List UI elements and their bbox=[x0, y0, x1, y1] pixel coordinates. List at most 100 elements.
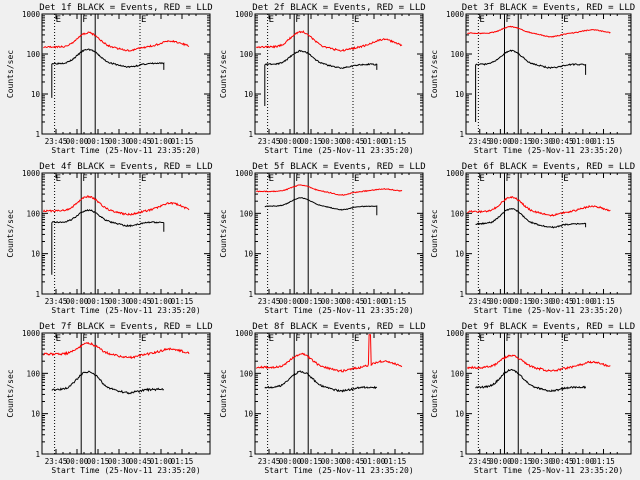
panel-title: Det 8f BLACK = Events, RED = LLD bbox=[252, 322, 425, 332]
x-tick-label: 00:45 bbox=[551, 457, 574, 466]
x-tick-label: 00:00 bbox=[66, 137, 89, 146]
event-marker-label: E bbox=[563, 334, 568, 344]
lld-series-line bbox=[43, 31, 190, 52]
y-tick-label: 1 bbox=[248, 130, 253, 139]
x-tick-label: 00:45 bbox=[342, 457, 365, 466]
y-axis-label: Counts/sec bbox=[219, 209, 228, 257]
event-marker-label: E bbox=[479, 15, 484, 25]
x-tick-label: 00:45 bbox=[342, 297, 365, 306]
y-axis-label: Counts/sec bbox=[6, 209, 15, 257]
panel-5: Det 5f BLACK = Events, RED = LLD 1 10 100 10… bbox=[219, 162, 426, 315]
y-tick-label: 1000 bbox=[446, 10, 465, 19]
panel-3: Det 3f BLACK = Events, RED = LLD 1 10 100 10… bbox=[430, 3, 635, 155]
y-tick-label: 100 bbox=[239, 369, 253, 378]
x-tick-label: 00:15 bbox=[300, 457, 323, 466]
x-tick-label: 01:15 bbox=[384, 297, 407, 306]
y-tick-label: 10 bbox=[31, 410, 41, 419]
panel-title: Det 5f BLACK = Events, RED = LLD bbox=[252, 162, 425, 172]
x-tick-label: 01:00 bbox=[363, 137, 386, 146]
x-tick-label: 23:45 bbox=[258, 457, 281, 466]
panel-title: Det 4f BLACK = Events, RED = LLD bbox=[39, 162, 212, 172]
events-series-line bbox=[51, 370, 165, 395]
plot-frame bbox=[41, 332, 211, 455]
x-tick-label: 23:45 bbox=[45, 137, 68, 146]
x-tick-label: 00:30 bbox=[530, 137, 553, 146]
lld-series-line bbox=[42, 195, 190, 216]
lld-series-line bbox=[43, 341, 190, 360]
x-tick-label: 00:15 bbox=[87, 457, 110, 466]
x-tick-label: 00:30 bbox=[530, 457, 553, 466]
event-marker-label: F bbox=[295, 174, 300, 184]
x-tick-label: 00:15 bbox=[300, 137, 323, 146]
event-marker-label: E bbox=[269, 15, 274, 25]
event-marker-label: F bbox=[506, 174, 511, 184]
event-marker-label: F bbox=[506, 334, 511, 344]
panel-7: Det 7f BLACK = Events, RED = LLD 1 10 100 10… bbox=[6, 322, 213, 475]
event-marker-label: F bbox=[295, 334, 300, 344]
y-tick-label: 100 bbox=[26, 50, 40, 59]
x-tick-label: 23:45 bbox=[258, 297, 281, 306]
y-tick-label: 1000 bbox=[22, 169, 41, 178]
event-marker-label: E bbox=[56, 174, 61, 184]
events-series-line bbox=[264, 197, 378, 216]
y-tick-label: 1 bbox=[459, 450, 464, 459]
panel-title: Det 3f BLACK = Events, RED = LLD bbox=[462, 3, 635, 13]
x-axis-label: Start Time (25-Nov-11 23:35:20) bbox=[264, 146, 413, 155]
plot-frame bbox=[254, 332, 424, 455]
panel-title: Det 7f BLACK = Events, RED = LLD bbox=[39, 322, 212, 332]
x-tick-label: 01:00 bbox=[150, 457, 173, 466]
y-tick-label: 100 bbox=[450, 50, 464, 59]
y-tick-label: 100 bbox=[26, 209, 40, 218]
event-marker-label: E bbox=[563, 15, 568, 25]
x-tick-label: 00:15 bbox=[300, 297, 323, 306]
x-axis-label: Start Time (25-Nov-11 23:35:20) bbox=[474, 466, 623, 475]
x-tick-label: 00:30 bbox=[321, 297, 344, 306]
events-series-line bbox=[475, 207, 587, 229]
panel-1: Det 1f BLACK = Events, RED = LLD 1 10 100 10… bbox=[6, 3, 213, 155]
x-axis-label: Start Time (25-Nov-11 23:35:20) bbox=[51, 306, 200, 315]
x-tick-label: 23:45 bbox=[45, 297, 68, 306]
x-axis-label: Start Time (25-Nov-11 23:35:20) bbox=[51, 466, 200, 475]
y-axis-label: Counts/sec bbox=[430, 50, 439, 98]
x-tick-label: 00:15 bbox=[510, 137, 533, 146]
x-tick-label: 00:30 bbox=[321, 457, 344, 466]
x-tick-label: 00:00 bbox=[66, 297, 89, 306]
events-series-line bbox=[51, 208, 165, 275]
lld-series-line bbox=[256, 30, 403, 52]
y-tick-label: 1000 bbox=[235, 169, 254, 178]
y-axis-label: Counts/sec bbox=[6, 369, 15, 417]
x-tick-label: 23:45 bbox=[45, 457, 68, 466]
y-tick-label: 100 bbox=[239, 50, 253, 59]
x-tick-label: 01:15 bbox=[171, 297, 194, 306]
plot-frame bbox=[465, 172, 632, 295]
event-marker-label: F bbox=[295, 15, 300, 25]
x-tick-label: 00:30 bbox=[530, 297, 553, 306]
panel-2: Det 2f BLACK = Events, RED = LLD 1 10 100 10… bbox=[219, 3, 426, 155]
event-marker-label: E bbox=[563, 174, 568, 184]
event-marker-label: F bbox=[506, 15, 511, 25]
lld-series-line bbox=[466, 354, 611, 372]
x-tick-label: 23:45 bbox=[468, 137, 491, 146]
event-marker-label: E bbox=[269, 174, 274, 184]
x-tick-label: 00:00 bbox=[279, 457, 302, 466]
y-tick-label: 10 bbox=[455, 90, 465, 99]
panel-8: Det 8f BLACK = Events, RED = LLD 1 10 100 10… bbox=[219, 322, 426, 475]
x-tick-label: 00:00 bbox=[66, 457, 89, 466]
lld-series-line bbox=[467, 25, 611, 38]
x-tick-label: 00:15 bbox=[510, 457, 533, 466]
x-tick-label: 00:30 bbox=[321, 137, 344, 146]
y-tick-label: 10 bbox=[31, 250, 41, 259]
x-tick-label: 01:00 bbox=[150, 297, 173, 306]
x-tick-label: 01:15 bbox=[171, 137, 194, 146]
x-axis-label: Start Time (25-Nov-11 23:35:20) bbox=[51, 146, 200, 155]
x-axis-label: Start Time (25-Nov-11 23:35:20) bbox=[474, 146, 623, 155]
event-marker-label: F bbox=[82, 15, 87, 25]
x-tick-label: 00:45 bbox=[129, 457, 152, 466]
events-series-line bbox=[475, 368, 587, 392]
event-marker-label: E bbox=[354, 15, 359, 25]
x-tick-label: 00:45 bbox=[129, 297, 152, 306]
lld-series-line bbox=[256, 334, 403, 373]
y-axis-label: Counts/sec bbox=[219, 369, 228, 417]
x-axis-label: Start Time (25-Nov-11 23:35:20) bbox=[264, 306, 413, 315]
